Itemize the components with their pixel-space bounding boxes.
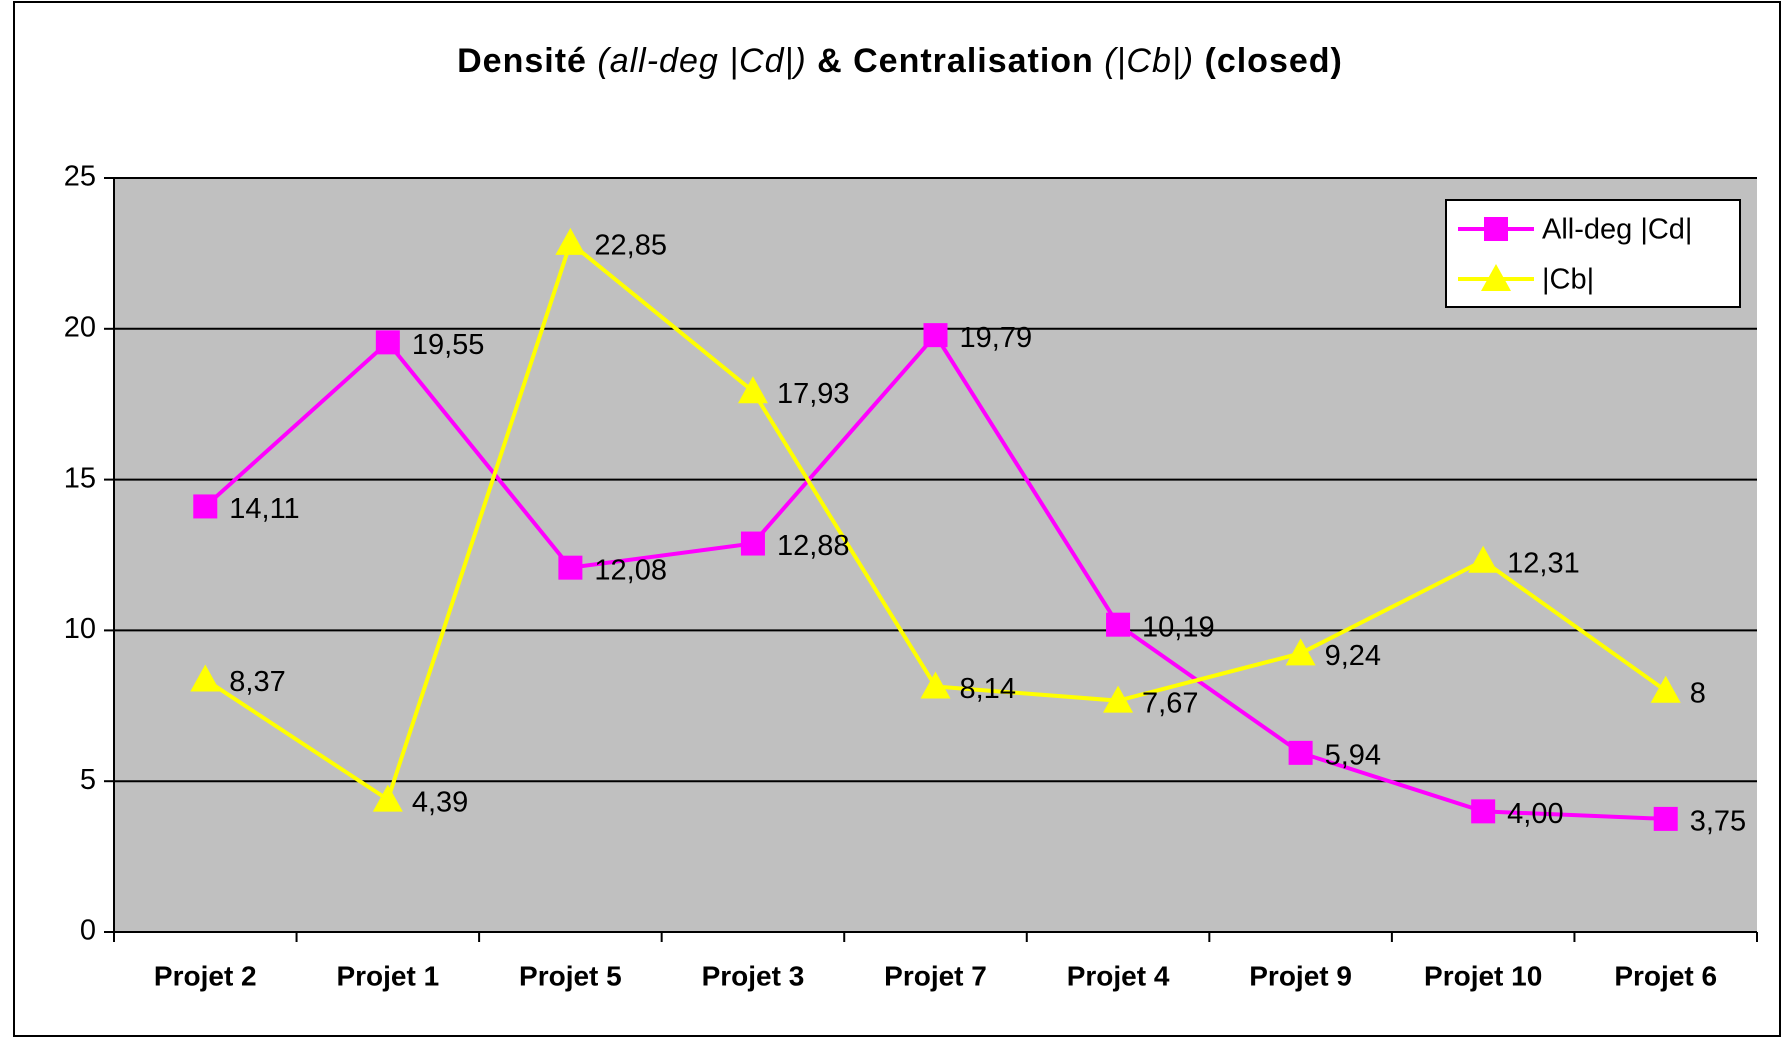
data-label: 8,14: [960, 673, 1016, 705]
data-label: 7,67: [1142, 687, 1198, 719]
marker: [1103, 685, 1134, 713]
x-tick-label: Projet 9: [1249, 960, 1352, 991]
x-tick-label: Projet 2: [154, 960, 257, 991]
marker: [375, 330, 400, 355]
data-label: 4,39: [412, 786, 468, 818]
marker: [558, 555, 583, 580]
chart-title: Densité (all-deg |Cd|) & Centralisation …: [457, 42, 1343, 80]
marker: [1481, 264, 1511, 291]
data-label: 14,11: [229, 493, 299, 525]
data-label: 10,19: [1142, 611, 1215, 643]
legend-label: All-deg |Cd|: [1542, 214, 1692, 246]
y-tick-label: 5: [80, 764, 96, 796]
title-part: & Centralisation: [807, 42, 1105, 80]
y-tick-label: 25: [64, 161, 96, 193]
marker: [372, 784, 403, 812]
title-part: (closed): [1194, 42, 1343, 80]
data-label: 22,85: [594, 230, 667, 262]
marker: [1285, 638, 1316, 666]
title-part: (|Cb|): [1104, 42, 1194, 80]
title-part: (all-deg |Cd|): [597, 42, 806, 80]
data-label: 19,55: [412, 329, 485, 361]
x-tick-label: Projet 6: [1614, 960, 1717, 991]
marker: [737, 376, 768, 404]
y-tick-label: 10: [64, 613, 96, 645]
legend-label: |Cb|: [1542, 264, 1594, 296]
data-label: 3,75: [1690, 806, 1746, 838]
x-tick-label: Projet 3: [702, 960, 805, 991]
marker: [920, 671, 951, 699]
marker: [1650, 675, 1681, 703]
marker: [740, 531, 765, 556]
data-label: 12,31: [1507, 547, 1580, 579]
y-tick-label: 20: [64, 311, 96, 343]
data-label: 8,37: [229, 666, 285, 698]
data-label: 17,93: [777, 378, 850, 410]
x-tick-label: Projet 4: [1067, 960, 1170, 991]
y-tick-label: 0: [80, 915, 96, 947]
data-label: 19,79: [960, 322, 1033, 354]
marker: [1106, 612, 1131, 637]
data-label: 8: [1690, 677, 1706, 709]
y-tick-label: 15: [64, 462, 96, 494]
marker: [190, 664, 221, 692]
x-tick-label: Projet 7: [884, 960, 987, 991]
data-label: 4,00: [1507, 798, 1563, 830]
marker: [555, 227, 586, 255]
title-part: Densité: [457, 42, 597, 80]
marker: [1468, 545, 1499, 573]
data-label: 12,88: [777, 530, 850, 562]
x-tick-label: Projet 5: [519, 960, 622, 991]
marker: [923, 323, 948, 348]
data-label: 5,94: [1325, 740, 1381, 772]
x-tick-label: Projet 10: [1424, 960, 1542, 991]
marker: [1484, 217, 1508, 241]
data-label: 12,08: [594, 554, 667, 586]
marker: [1471, 799, 1496, 824]
data-label: 9,24: [1325, 640, 1381, 672]
marker: [1653, 806, 1678, 831]
x-tick-label: Projet 1: [336, 960, 439, 991]
marker: [193, 494, 218, 519]
marker: [1288, 740, 1313, 765]
